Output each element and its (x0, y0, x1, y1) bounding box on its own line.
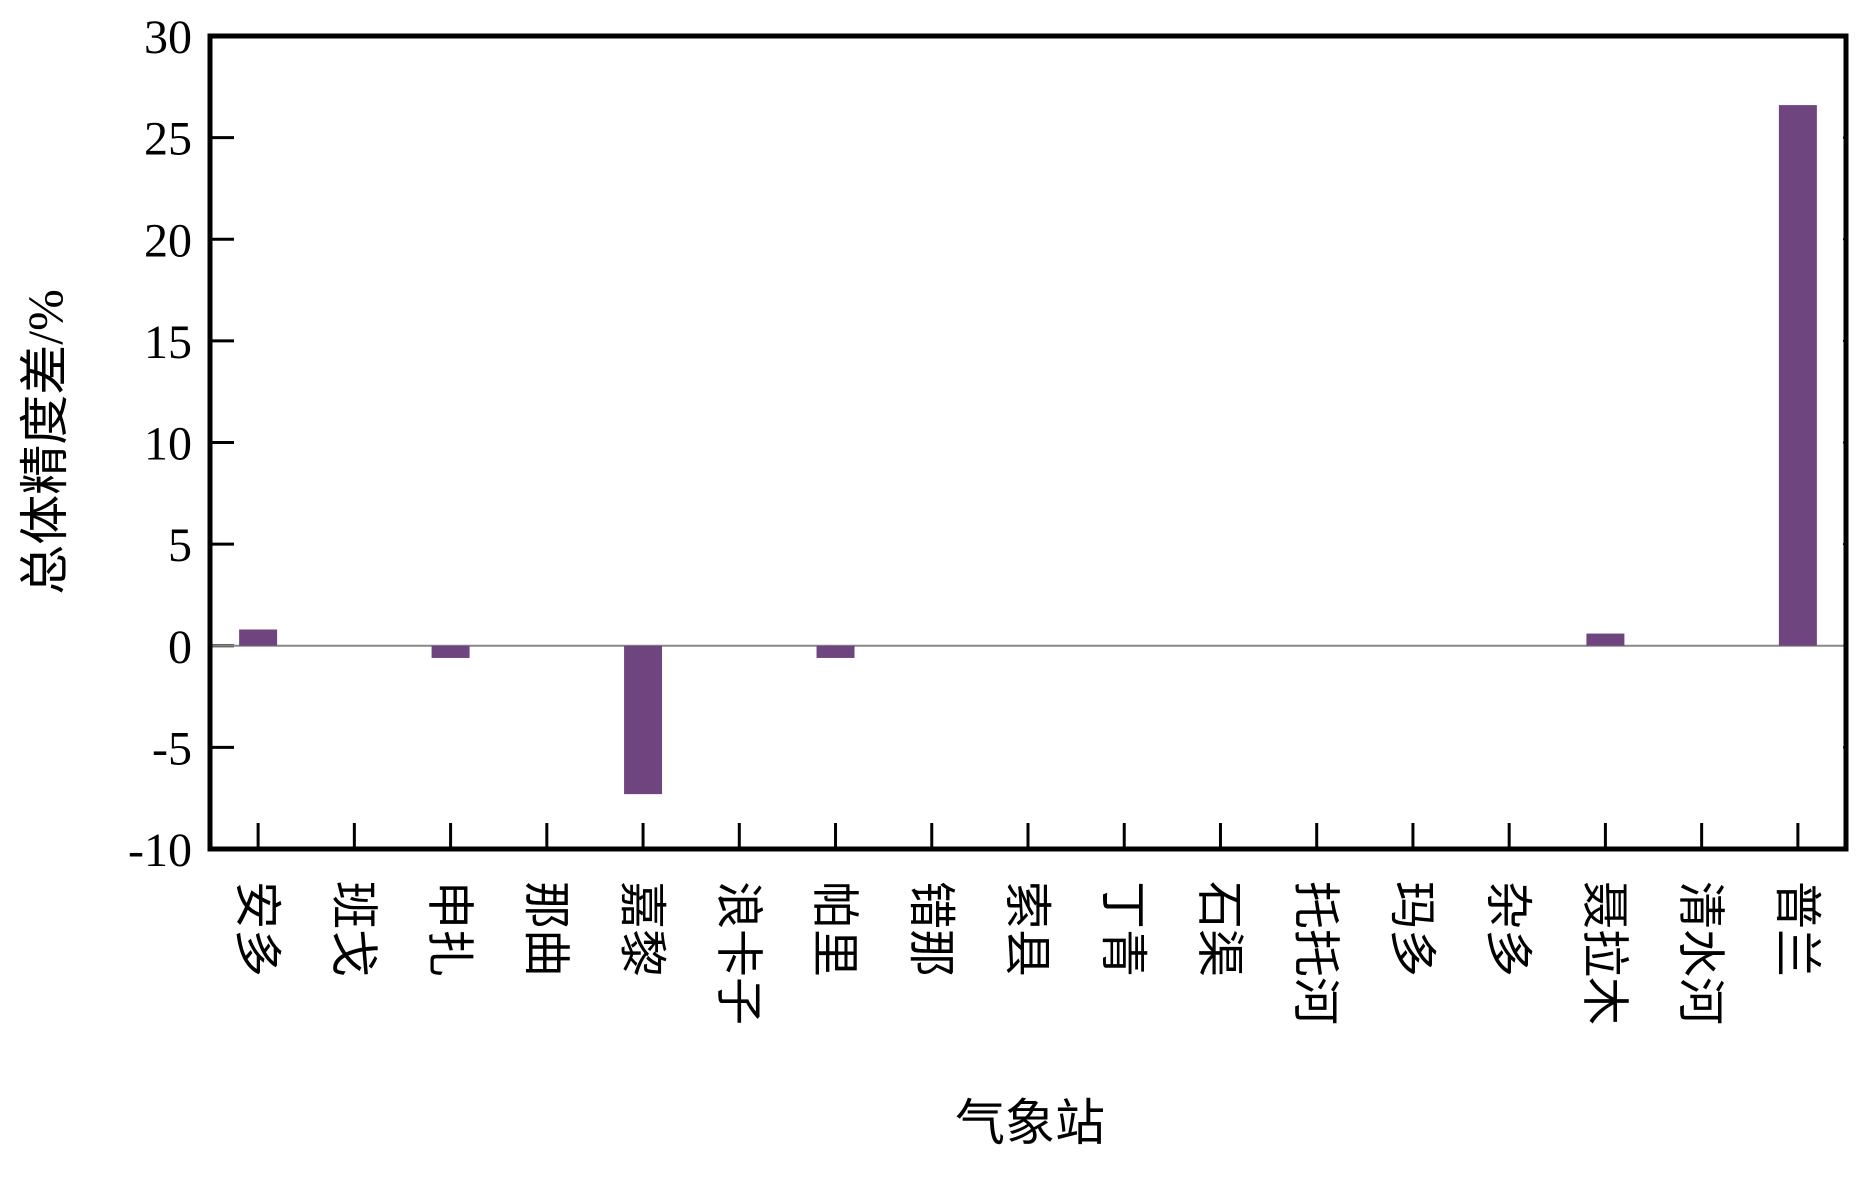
x-tick-label: 安多 (230, 881, 283, 977)
x-axis-label: 气象站 (955, 1095, 1105, 1151)
x-tick-label: 帕里 (808, 881, 861, 977)
y-axis-label: 总体精度差/% (17, 289, 73, 595)
y-tick-label: 15 (144, 316, 192, 369)
bar (431, 645, 470, 658)
x-tick-label: 浪卡子 (711, 881, 764, 1025)
y-tick-label: -5 (152, 722, 192, 775)
y-tick-label: 10 (144, 418, 192, 471)
bar (1778, 105, 1817, 646)
plot-frame (207, 33, 1849, 852)
y-tick-label: 30 (144, 11, 192, 64)
x-tick-label: 那曲 (519, 881, 572, 977)
bar (239, 629, 278, 646)
x-tick-label: 普兰 (1770, 881, 1823, 977)
bar (1586, 633, 1625, 646)
y-tick-label: 0 (168, 621, 192, 674)
x-tick-label: 错那 (904, 881, 957, 977)
bar (624, 645, 663, 795)
y-tick-label: 20 (144, 214, 192, 267)
x-tick-label: 丁青 (1096, 881, 1149, 977)
x-tick-label: 班戈 (326, 881, 379, 977)
x-tick-label: 索县 (1000, 881, 1053, 977)
x-tick-label: 杂多 (1481, 881, 1534, 977)
x-tick-label: 石渠 (1192, 881, 1245, 977)
x-tick-label: 玛多 (1385, 881, 1438, 977)
x-tick-label: 申扎 (423, 881, 476, 977)
x-tick-label: 聂拉木 (1577, 881, 1630, 1025)
y-tick-label: 5 (168, 519, 192, 572)
y-tick-label: 25 (144, 113, 192, 166)
x-tick-label: 清水河 (1674, 881, 1727, 1025)
y-tick-label: -10 (128, 824, 192, 877)
x-tick-label: 嘉黎 (615, 881, 668, 977)
bar (816, 645, 855, 658)
x-tick-label: 托托河 (1289, 881, 1342, 1025)
